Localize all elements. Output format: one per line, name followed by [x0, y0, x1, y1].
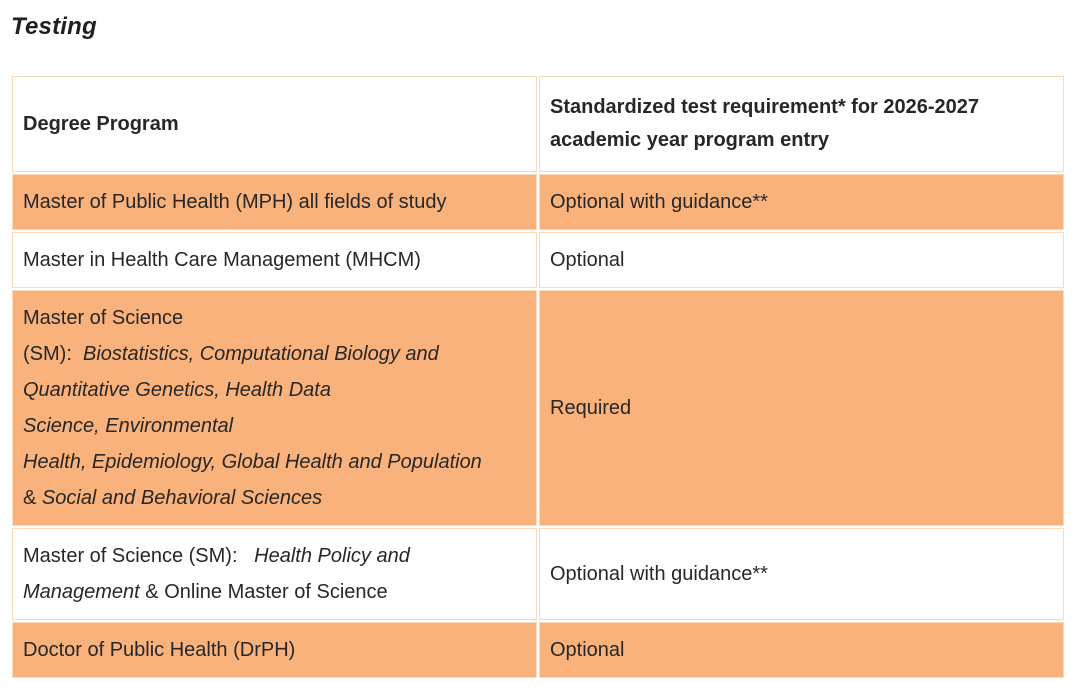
program-text-segment: Master in Health Care Management (MHCM)	[23, 249, 421, 271]
program-text-segment: (SM):	[23, 343, 83, 365]
requirement-cell: Optional	[539, 622, 1064, 678]
program-text-segment: Management	[23, 581, 140, 603]
requirement-cell: Required	[539, 290, 1064, 526]
program-text-segment: Health, Epidemiology, Global Health and …	[23, 451, 482, 473]
program-text-segment: Master of Public Health (MPH) all fields…	[23, 191, 447, 213]
program-text-segment: Social and Behavioral Sciences	[41, 487, 323, 509]
degree-program-cell: Doctor of Public Health (DrPH)	[12, 622, 537, 678]
program-text-segment: Health Policy and	[254, 545, 410, 567]
program-text-segment: Quantitative Genetics, Health Data	[23, 379, 331, 401]
program-text-segment: Doctor of Public Health (DrPH)	[23, 639, 296, 661]
program-text-segment: Master of Science (SM):	[23, 545, 255, 567]
program-text-segment: Master of Science	[23, 307, 184, 329]
testing-requirements-table: Degree Program Standardized test require…	[10, 74, 1066, 680]
column-header-test-requirement: Standardized test requirement* for 2026-…	[539, 76, 1064, 172]
table-row: Master of Public Health (MPH) all fields…	[12, 174, 1064, 230]
degree-program-cell: Master of Science (SM): Biostatistics, Co…	[12, 290, 537, 526]
column-header-degree-program: Degree Program	[12, 76, 537, 172]
requirement-cell: Optional	[539, 232, 1064, 288]
program-text-segment: Biostatistics, Computational Biology and	[83, 343, 439, 365]
program-text-segment: & Online Master of Science	[139, 581, 388, 603]
requirement-cell: Optional with guidance**	[539, 174, 1064, 230]
table-row: Doctor of Public Health (DrPH) Optional	[12, 622, 1064, 678]
degree-program-cell: Master in Health Care Management (MHCM)	[12, 232, 537, 288]
degree-program-cell: Master of Science (SM): Health Policy an…	[12, 528, 537, 620]
program-text-segment: Science, Environmental	[23, 415, 234, 437]
table-row: Master of Science (SM): Health Policy an…	[12, 528, 1064, 620]
requirement-cell: Optional with guidance**	[539, 528, 1064, 620]
table-row: Master of Science (SM): Biostatistics, Co…	[12, 290, 1064, 526]
page-title: Testing	[11, 13, 97, 40]
program-text-segment: &	[23, 487, 42, 509]
table-body: Master of Public Health (MPH) all fields…	[12, 174, 1064, 678]
table-row: Master in Health Care Management (MHCM) O…	[12, 232, 1064, 288]
degree-program-cell: Master of Public Health (MPH) all fields…	[12, 174, 537, 230]
table-header-row: Degree Program Standardized test require…	[12, 76, 1064, 172]
